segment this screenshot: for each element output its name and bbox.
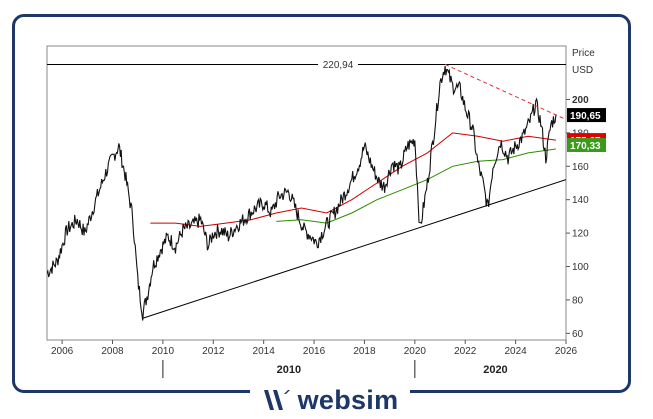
x-tick-label-2016: 2016: [303, 346, 326, 357]
plot-content: [47, 63, 566, 321]
resistance-trendline: [444, 63, 566, 120]
x-tick-label-2020: 2020: [404, 346, 427, 357]
x-tick-label-2006: 2006: [51, 346, 74, 357]
x-axis: 2006 2008 2010 2012 2014 2016 2018 2020 2022 2024…: [51, 340, 578, 378]
websim-logo: websim: [250, 385, 410, 415]
y-tick-label-80: 80: [572, 295, 584, 306]
y-tick-label-140: 140: [572, 195, 589, 206]
last-value-tag-0: [567, 108, 606, 123]
decade-label-2010: 2010: [277, 364, 301, 376]
x-tick-label-2014: 2014: [253, 346, 276, 357]
horizontal-level-label-bg: [318, 58, 358, 71]
x-tick-label-2024: 2024: [504, 346, 527, 357]
last-value-label-2: 170,33: [570, 141, 601, 152]
horizontal-level-label: 220,94: [323, 60, 354, 71]
websim-logo-wordmark: websim: [297, 384, 399, 415]
y-axis: 6080100120140160180200: [566, 95, 589, 340]
y-axis-unit: USD: [572, 65, 593, 76]
support-trendline: [142, 179, 566, 319]
plot-area: [46, 45, 567, 341]
y-tick-label-160: 160: [572, 162, 589, 173]
x-tick-label-2010: 2010: [152, 346, 175, 357]
x-tick-label-2018: 2018: [353, 346, 376, 357]
x-tick-label-2026: 2026: [555, 346, 578, 357]
series-price: [47, 66, 557, 321]
y-tick-label-200: 200: [572, 95, 589, 106]
x-tick-label-2008: 2008: [101, 346, 124, 357]
chart-lines: 220,94: [47, 58, 566, 321]
last-value-label-0: 190,65: [570, 111, 601, 122]
websim-logo-icon: [263, 390, 290, 410]
last-value-tag-2: [567, 138, 606, 153]
x-tick-label-2012: 2012: [202, 346, 225, 357]
x-tick-label-2022: 2022: [454, 346, 477, 357]
last-value-tags: 190,65175,67170,33: [567, 108, 606, 153]
y-tick-label-120: 120: [572, 229, 589, 240]
y-axis-title: Price: [572, 48, 595, 59]
y-tick-label-60: 60: [572, 329, 584, 340]
y-tick-label-100: 100: [572, 262, 589, 273]
series-ma-long: [150, 132, 556, 227]
decade-label-2020: 2020: [483, 364, 507, 376]
